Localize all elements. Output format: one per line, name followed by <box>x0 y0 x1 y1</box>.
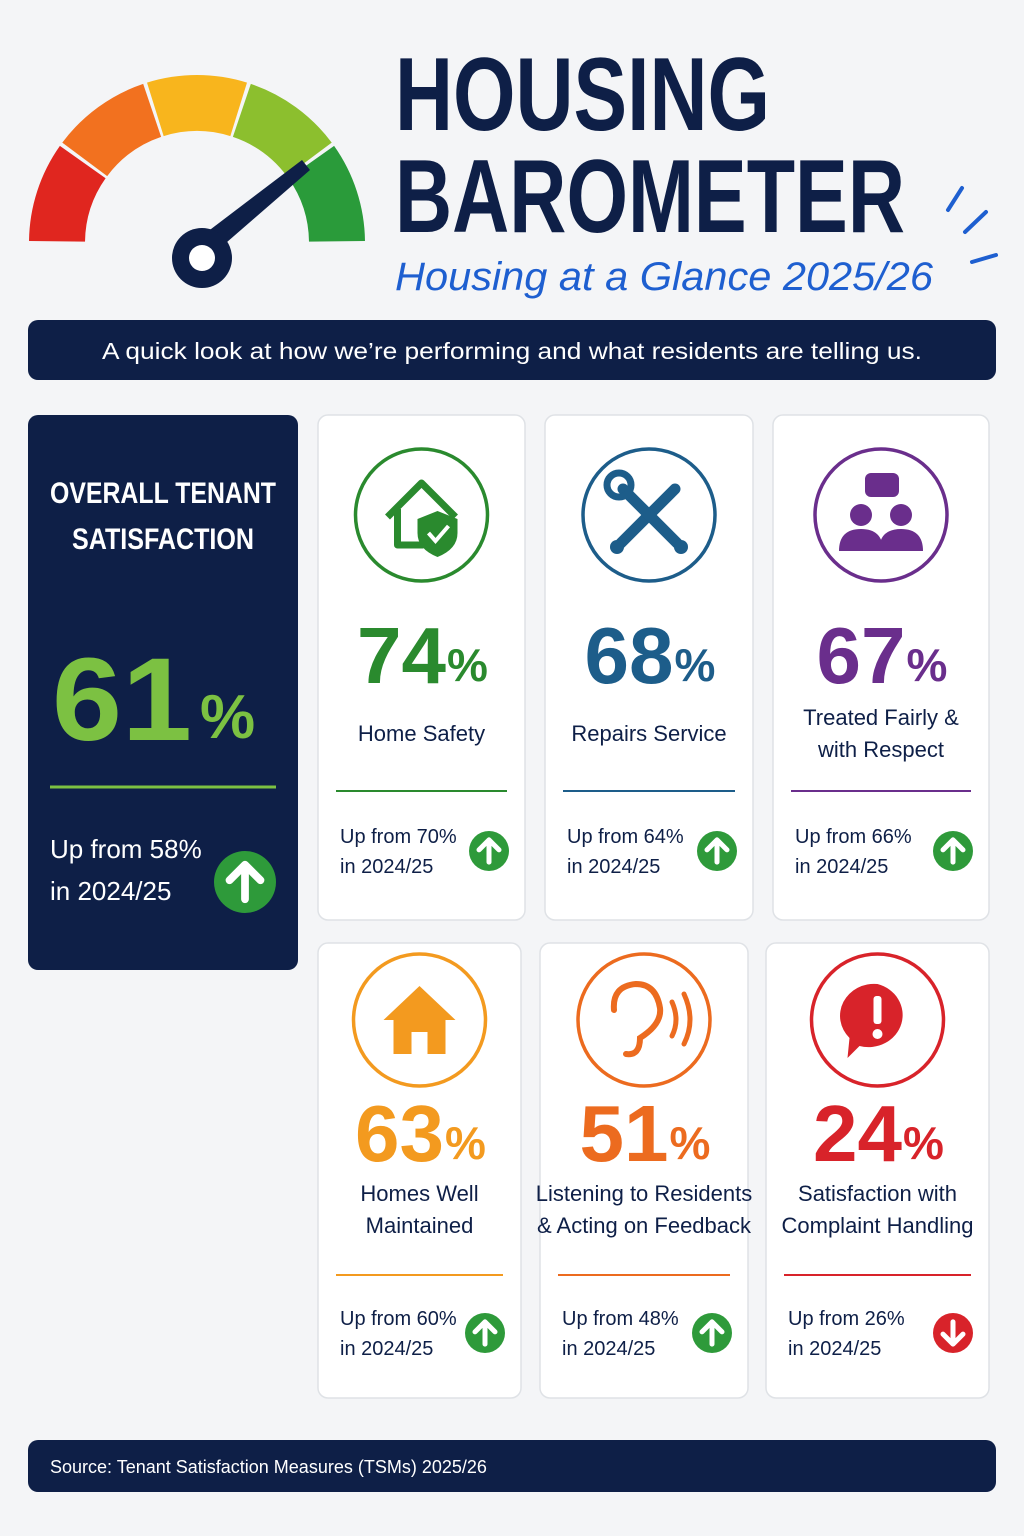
metric-value: 67 <box>817 611 906 700</box>
overall-unit: % <box>200 683 255 752</box>
overall-panel <box>28 415 298 970</box>
icon <box>840 983 903 1058</box>
metric-number: 68 <box>585 611 674 700</box>
change-text: in 2024/25 <box>788 1338 881 1360</box>
change-text: in 2024/25 <box>795 856 888 878</box>
overall-change: in 2024/25 <box>50 876 171 906</box>
metric-number: 51 <box>580 1089 669 1178</box>
gauge-segment <box>62 83 162 177</box>
metric-label: & Acting on Feedback <box>537 1213 752 1238</box>
change-text: Up from 70% <box>340 826 457 848</box>
sparkle-stroke <box>946 186 964 212</box>
metric-value: 63 <box>355 1089 444 1178</box>
change-text: Up from 26% <box>788 1308 905 1330</box>
metric-unit: % <box>447 639 488 691</box>
change-text: Up from 48% <box>562 1308 679 1330</box>
overall-heading: OVERALL TENANT <box>50 477 276 510</box>
change-text: Up from 66% <box>795 826 912 848</box>
trend-arrow <box>476 837 502 865</box>
metric-number: 67 <box>817 611 906 700</box>
metric-value: 68 <box>585 611 674 700</box>
subtitle: Housing at a Glance 2025/26 <box>395 255 934 299</box>
metric-label: Listening to Residents <box>536 1181 752 1206</box>
gauge-segment <box>29 145 106 242</box>
overall-value: 61 <box>52 634 192 766</box>
banner <box>28 320 996 380</box>
metric-value: 24 <box>813 1089 902 1178</box>
title: HOUSING <box>395 37 770 153</box>
trend-arrow <box>940 1319 966 1347</box>
metric-label: Repairs Service <box>571 721 726 746</box>
gauge <box>29 74 365 288</box>
trend-arrow <box>699 1319 725 1347</box>
gauge-hub-center <box>189 245 215 271</box>
sparkle-stroke <box>963 210 988 234</box>
trend-arrow <box>225 860 265 904</box>
icon-ring <box>576 952 712 1088</box>
gauge-segment <box>232 83 332 177</box>
icon <box>610 980 693 1058</box>
change-text: in 2024/25 <box>562 1338 655 1360</box>
sparkle <box>946 186 998 264</box>
metric-label: Treated Fairly & <box>803 705 959 730</box>
metric-unit: % <box>445 1117 486 1169</box>
change-text: in 2024/25 <box>567 856 660 878</box>
overall-change: Up from 58% <box>50 834 202 864</box>
icon <box>383 986 456 1054</box>
metric-unit: % <box>903 1117 944 1169</box>
trend-arrow <box>472 1319 498 1347</box>
change-text: Up from 64% <box>567 826 684 848</box>
change-text: in 2024/25 <box>340 856 433 878</box>
footer <box>28 1440 996 1492</box>
gauge-segment <box>147 74 247 137</box>
metric-label: Satisfaction with <box>798 1181 957 1206</box>
trend-arrow <box>704 837 730 865</box>
metric-label: with Respect <box>817 737 944 762</box>
metric-label: Home Safety <box>358 721 485 746</box>
metric-value: 51 <box>580 1089 669 1178</box>
metric-label: Homes Well <box>360 1181 478 1206</box>
banner-text: A quick look at how we’re performing and… <box>102 338 922 364</box>
metric-number: 63 <box>355 1089 444 1178</box>
icon <box>839 473 923 551</box>
change-text: Up from 60% <box>340 1308 457 1330</box>
icon <box>385 479 458 557</box>
metric-number: 24 <box>813 1089 902 1178</box>
change-text: in 2024/25 <box>340 1338 433 1360</box>
metric-unit: % <box>675 639 716 691</box>
icon-ring <box>353 447 490 583</box>
metric-number: 74 <box>357 611 446 700</box>
overall-heading: SATISFACTION <box>72 523 254 556</box>
icon-ring <box>813 447 949 583</box>
metric-label: Complaint Handling <box>782 1213 974 1238</box>
title: BAROMETER <box>395 139 905 255</box>
icon <box>603 469 688 554</box>
metric-unit: % <box>907 639 948 691</box>
sparkle-stroke <box>970 253 998 264</box>
metric-unit: % <box>670 1117 711 1169</box>
metric-value: 74 <box>357 611 446 700</box>
metric-label: Maintained <box>366 1213 474 1238</box>
trend-arrow <box>940 837 966 865</box>
footer-text: Source: Tenant Satisfaction Measures (TS… <box>50 1457 487 1477</box>
